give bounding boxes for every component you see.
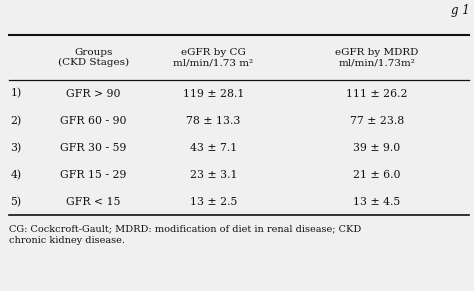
Text: 78 ± 13.3: 78 ± 13.3 (186, 116, 240, 126)
Text: 2): 2) (10, 116, 22, 126)
Text: GFR 30 - 59: GFR 30 - 59 (60, 143, 127, 153)
Text: 5): 5) (10, 197, 21, 207)
Text: CG: Cockcroft-Gault; MDRD: modification of diet in renal disease; CKD
chronic ki: CG: Cockcroft-Gault; MDRD: modification … (9, 224, 362, 245)
Text: GFR 60 - 90: GFR 60 - 90 (60, 116, 127, 126)
Text: Groups
(CKD Stages): Groups (CKD Stages) (58, 47, 129, 68)
Text: 3): 3) (10, 143, 22, 153)
Text: 39 ± 9.0: 39 ± 9.0 (353, 143, 401, 153)
Text: 13 ± 4.5: 13 ± 4.5 (353, 197, 401, 207)
Text: 4): 4) (10, 170, 21, 180)
Text: eGFR by MDRD
ml/min/1.73m²: eGFR by MDRD ml/min/1.73m² (335, 48, 419, 67)
Text: eGFR by CG
ml/min/1.73 m²: eGFR by CG ml/min/1.73 m² (173, 48, 254, 67)
Text: 119 ± 28.1: 119 ± 28.1 (182, 88, 244, 99)
Text: 111 ± 26.2: 111 ± 26.2 (346, 88, 408, 99)
Text: 43 ± 7.1: 43 ± 7.1 (190, 143, 237, 153)
Text: 21 ± 6.0: 21 ± 6.0 (353, 170, 401, 180)
Text: 13 ± 2.5: 13 ± 2.5 (190, 197, 237, 207)
Text: 77 ± 23.8: 77 ± 23.8 (350, 116, 404, 126)
Text: GFR < 15: GFR < 15 (66, 197, 121, 207)
Text: 1): 1) (10, 88, 22, 99)
Text: 23 ± 3.1: 23 ± 3.1 (190, 170, 237, 180)
Text: GFR > 90: GFR > 90 (66, 88, 121, 99)
Text: GFR 15 - 29: GFR 15 - 29 (60, 170, 127, 180)
Text: g 1: g 1 (450, 4, 469, 17)
